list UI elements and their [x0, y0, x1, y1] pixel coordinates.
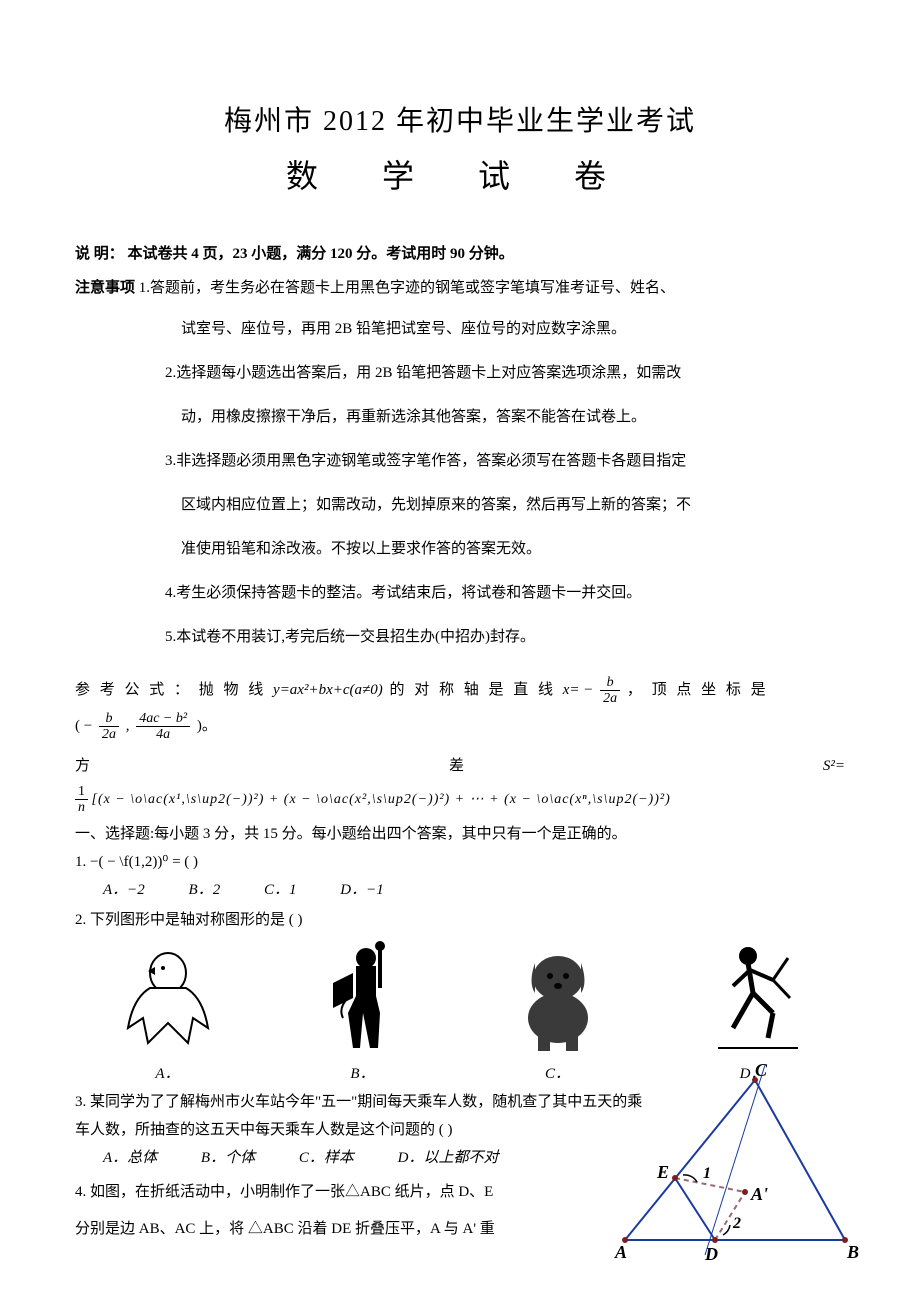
notice-label: 注意事项 [75, 280, 139, 296]
formula-label: 参 考 公 式 ： [75, 682, 192, 698]
question-1-options: A．−2 B．2 C．1 D．−1 [75, 878, 845, 902]
formula-comma: , [126, 718, 130, 734]
q1-opt-D: D．−1 [340, 878, 383, 902]
notice-3b: 区域内相应位置上；如需改动，先划掉原来的答案，然后再写上新的答案；不 [181, 490, 845, 520]
label-angle1: 1 [703, 1165, 711, 1182]
q2-fig-B: B． [270, 938, 455, 1086]
q3-opt-B: B．个体 [201, 1146, 255, 1170]
question-4a: 4. 如图，在折纸活动中，小明制作了一张△ABC 纸片，点 D、E [75, 1176, 585, 1209]
formula-parabola-b: 的 对 称 轴 是 直 线 [390, 682, 557, 698]
variance-mid: 差 [449, 754, 464, 778]
label-A: A [614, 1242, 627, 1262]
label-C: C [755, 1060, 768, 1080]
reference-formula: 参 考 公 式 ： 抛 物 线 y=ax²+bx+c(a≠0) 的 对 称 轴 … [75, 672, 845, 744]
q2-label-A: A． [75, 1062, 260, 1086]
question-2: 2. 下列图形中是轴对称图形的是 ( ) [75, 908, 845, 932]
label-angle2: 2 [732, 1215, 741, 1232]
variance-right: S²= [823, 754, 845, 778]
notice-2a: 2.选择题每小题选出答案后，用 2B 铅笔把答题卡上对应答案选项涂黑，如需改 [165, 358, 845, 388]
label-B: B [846, 1242, 859, 1262]
notice-4: 4.考生必须保持答题卡的整洁。考试结束后，将试卷和答题卡一并交回。 [165, 578, 845, 608]
variance-body: [(x − \o\ac(x¹,\s\up2(−))²) + (x − \o\ac… [92, 792, 671, 807]
dog-icon [483, 938, 633, 1058]
notice-1b: 试室号、座位号，再用 2B 铅笔把试室号、座位号的对应数字涂黑。 [181, 314, 845, 344]
notice-3a: 3.非选择题必须用黑色字迹钢笔或签字笔作答，答案必须写在答题卡各题目指定 [165, 446, 845, 476]
question-1: 1. −( − \f(1,2))⁰ = ( ) [75, 850, 845, 874]
q3-opt-A: A．总体 [103, 1146, 157, 1170]
frac-1-n: 1 n [75, 784, 88, 816]
instructions-label: 说 明： [75, 246, 124, 262]
formula-eq: y=ax²+bx+c(a≠0) [273, 682, 383, 698]
frac-4ac-b2: 4ac − b² 4a [136, 711, 190, 743]
q2-fig-A: A． [75, 938, 260, 1086]
label-D: D [704, 1244, 718, 1264]
formula-parabola-a: 抛 物 线 [199, 682, 267, 698]
q1-opt-A: A．−2 [103, 878, 145, 902]
penguin-icon [93, 938, 243, 1058]
formula-paren-open: ( − [75, 718, 92, 734]
question-4b: 分别是边 AB、AC 上，将 △ABC 沿着 DE 折叠压平，A 与 A' 重 [75, 1213, 585, 1246]
runner-icon [678, 938, 828, 1058]
variance-label-line: 方 差 S²= [75, 754, 845, 778]
notice-5: 5.本试卷不用装订,考完后统一交县招生办(中招办)封存。 [165, 622, 845, 652]
notice-1a: 1.答题前，考生务必在答题卡上用黑色字迹的钢笔或签字笔填写准考证号、姓名、 [139, 280, 675, 296]
label-Aprime: A' [750, 1184, 768, 1204]
triangle-figure: A B C D E A' 1 2 [605, 1060, 865, 1270]
q2-label-B: B． [270, 1062, 455, 1086]
exam-title-1: 梅州市 2012 年初中毕业生学业考试 [75, 100, 845, 145]
label-E: E [656, 1162, 669, 1182]
notice-3c: 准使用铅笔和涂改液。不按以上要求作答的答案无效。 [181, 534, 845, 564]
notice-2b: 动，用橡皮擦擦干净后，再重新选涂其他答案，答案不能答在试卷上。 [181, 402, 845, 432]
frac-b-2a-2: b 2a [99, 711, 119, 743]
section-1-heading: 一、选择题:每小题 3 分，共 15 分。每小题给出四个答案，其中只有一个是正确… [75, 822, 845, 846]
q1-opt-B: B．2 [189, 878, 221, 902]
formula-vertex: ， 顶 点 坐 标 是 [627, 682, 769, 698]
exam-title-2: 数 学 试 卷 [75, 151, 845, 202]
q3-opt-C: C．样本 [299, 1146, 354, 1170]
variance-formula: 1 n [(x − \o\ac(x¹,\s\up2(−))²) + (x − \… [75, 784, 845, 816]
warrior-icon [288, 938, 438, 1058]
frac-b-2a: b 2a [600, 675, 620, 707]
q1-opt-C: C．1 [264, 878, 297, 902]
instructions-text: 本试卷共 4 页，23 小题，满分 120 分。考试用时 90 分钟。 [128, 246, 514, 262]
notice-block: 试室号、座位号，再用 2B 铅笔把试室号、座位号的对应数字涂黑。 2.选择题每小… [75, 314, 845, 652]
notice-row-1: 注意事项 1.答题前，考生务必在答题卡上用黑色字迹的钢笔或签字笔填写准考证号、姓… [75, 276, 845, 300]
instructions: 说 明： 本试卷共 4 页，23 小题，满分 120 分。考试用时 90 分钟。 [75, 242, 845, 266]
formula-xeq: x= − [563, 682, 594, 698]
formula-paren-close: )。 [197, 718, 217, 734]
q3-opt-D: D．以上都不对 [398, 1146, 499, 1170]
variance-left: 方 [75, 754, 90, 778]
